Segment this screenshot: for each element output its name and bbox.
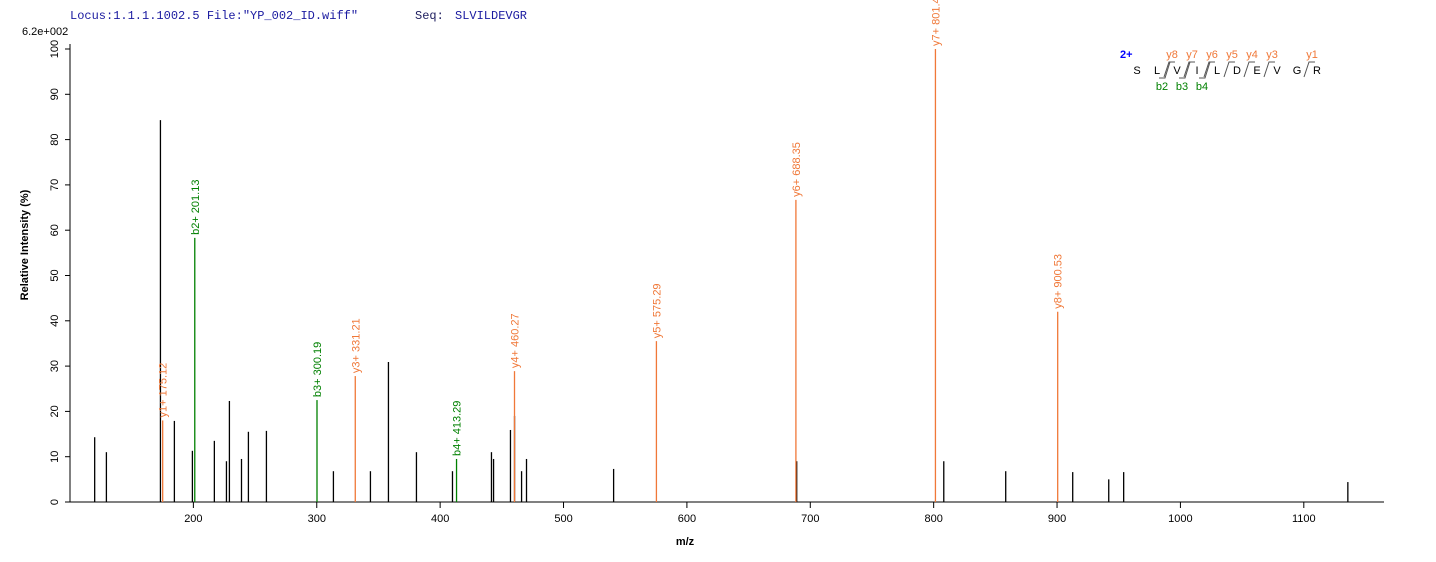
residue: V [1173, 65, 1181, 77]
y-tick-label: 80 [49, 133, 61, 145]
y-tick-label: 40 [49, 315, 61, 327]
residue: S [1133, 65, 1140, 77]
y-tick-label: 20 [49, 405, 61, 417]
y-tick-label: 10 [49, 451, 61, 463]
peak-label: y8+ 900.53 [1053, 254, 1065, 309]
x-tick-label: 500 [554, 513, 572, 525]
y-ion-mark: y8 [1166, 49, 1178, 61]
charge-state: 2+ [1120, 49, 1133, 61]
b-cleavage [1179, 61, 1191, 79]
y-scale-label: 6.2e+002 [22, 26, 68, 38]
peak-label: y4+ 460.27 [510, 313, 522, 368]
x-tick-label: 700 [801, 513, 819, 525]
y-ion-mark: y6 [1206, 49, 1218, 61]
b-ion-mark: b4 [1196, 81, 1208, 93]
b-ion-mark: b2 [1156, 81, 1168, 93]
peak-label: y6+ 688.35 [791, 142, 803, 197]
residue: R [1313, 65, 1321, 77]
y-ion-mark: y7 [1186, 49, 1198, 61]
peak-label: b3+ 300.19 [312, 342, 324, 397]
residue: G [1293, 65, 1302, 77]
y-tick-label: 90 [49, 88, 61, 100]
y-tick-label: 30 [49, 360, 61, 372]
y-cleavage [1263, 61, 1275, 78]
residue: L [1214, 65, 1220, 77]
y-tick-label: 100 [49, 40, 61, 58]
x-tick-label: 300 [308, 513, 326, 525]
y-axis-title: Relative Intensity (%) [19, 189, 31, 300]
x-tick-label: 1000 [1168, 513, 1192, 525]
header-locus: Locus:1.1.1.1002.5 File:"YP_002_ID.wiff" [70, 9, 358, 23]
header-seq: SLVILDEVGR [455, 9, 527, 23]
x-tick-label: 400 [431, 513, 449, 525]
x-tick-label: 800 [924, 513, 942, 525]
header-seq-label: Seq: [415, 9, 444, 23]
x-tick-label: 600 [678, 513, 696, 525]
y-ion-mark: y5 [1226, 49, 1238, 61]
x-axis-title: m/z [676, 536, 695, 548]
b-cleavage [1199, 61, 1211, 79]
x-tick-label: 900 [1048, 513, 1066, 525]
residue: D [1233, 65, 1241, 77]
residue: I [1195, 65, 1198, 77]
y-cleavage [1183, 61, 1195, 78]
y-cleavage [1163, 61, 1175, 78]
y-cleavage [1243, 61, 1255, 78]
x-tick-label: 200 [184, 513, 202, 525]
peak-label: b2+ 201.13 [190, 180, 202, 235]
y-tick-label: 70 [49, 179, 61, 191]
peak-label: y7+ 801.44 [930, 0, 942, 46]
y-ion-mark: y1 [1306, 49, 1318, 61]
b-ion-mark: b3 [1176, 81, 1188, 93]
residue: L [1154, 65, 1160, 77]
b-cleavage [1159, 61, 1171, 79]
residue: E [1253, 65, 1260, 77]
y-cleavage [1303, 61, 1315, 78]
y-ion-mark: y4 [1246, 49, 1258, 61]
y-cleavage [1223, 61, 1235, 78]
y-cleavage [1203, 61, 1215, 78]
peak-label: y1+ 175.12 [158, 363, 170, 418]
y-ion-mark: y3 [1266, 49, 1278, 61]
peak-label: b4+ 413.29 [452, 401, 464, 456]
peak-label: y5+ 575.29 [651, 283, 663, 338]
y-tick-label: 60 [49, 224, 61, 236]
peak-label: y3+ 331.21 [350, 318, 362, 373]
y-tick-label: 50 [49, 269, 61, 281]
y-tick-label: 0 [49, 499, 61, 505]
x-tick-label: 1100 [1292, 513, 1316, 525]
residue: V [1273, 65, 1281, 77]
